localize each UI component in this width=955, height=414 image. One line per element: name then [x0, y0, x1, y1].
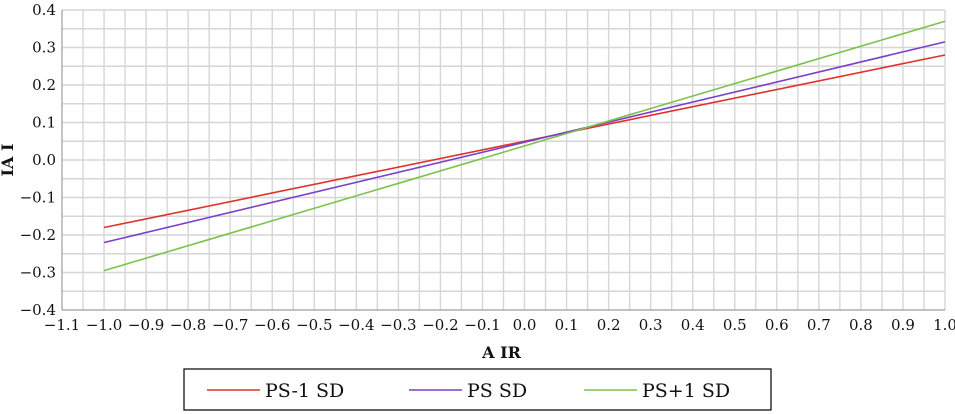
x-tick-label: 0.7 [807, 316, 831, 334]
x-tick-label: −0.3 [380, 316, 416, 334]
y-tick-label: 0.0 [32, 151, 56, 169]
series-line-1 [103, 54, 946, 229]
x-tick-label: −0.8 [170, 316, 206, 334]
x-tick-label: −0.7 [212, 316, 248, 334]
series-line-3 [103, 20, 946, 272]
x-tick-label: −0.2 [422, 316, 458, 334]
x-tick-label: 0.2 [597, 316, 621, 334]
y-tick-label: 0.2 [32, 76, 56, 94]
x-tick-label: −0.6 [254, 316, 290, 334]
y-tick-label: 0.4 [32, 1, 56, 19]
x-tick-label: 0.6 [765, 316, 789, 334]
x-tick-label: −0.1 [464, 316, 500, 334]
legend-label-3: PS+1 SD [642, 380, 730, 402]
x-tick-label: −0.4 [338, 316, 374, 334]
x-tick-label: −1.1 [44, 316, 80, 334]
y-tick-label: 0.3 [32, 39, 56, 57]
legend-box [183, 368, 772, 411]
x-tick-label: 0.1 [555, 316, 579, 334]
x-tick-label: 0.5 [723, 316, 747, 334]
legend-label-1: PS-1 SD [265, 380, 344, 402]
legend-label-2: PS SD [467, 380, 527, 402]
x-tick-label: −1.0 [86, 316, 122, 334]
y-axis-label: IA I [0, 144, 17, 177]
x-tick-label: −0.5 [296, 316, 332, 334]
x-tick-label: 0.8 [849, 316, 873, 334]
y-tick-label: 0.1 [32, 114, 56, 132]
y-tick-label: −0.3 [20, 264, 56, 282]
legend: PS-1 SD PS SD PS+1 SD [183, 368, 772, 411]
x-axis-label: A IR [481, 343, 521, 362]
y-tick-label: −0.4 [20, 301, 56, 319]
x-tick-label: 0.0 [513, 316, 537, 334]
x-tick-label: −0.9 [128, 316, 164, 334]
x-tick-label: 0.4 [681, 316, 705, 334]
x-tick-label: 1.0 [933, 316, 955, 334]
series-line-2 [103, 41, 946, 244]
x-tick-label: 0.3 [639, 316, 663, 334]
x-tick-label: 0.9 [891, 316, 915, 334]
y-tick-label: −0.2 [20, 226, 56, 244]
y-tick-label: −0.1 [20, 189, 56, 207]
